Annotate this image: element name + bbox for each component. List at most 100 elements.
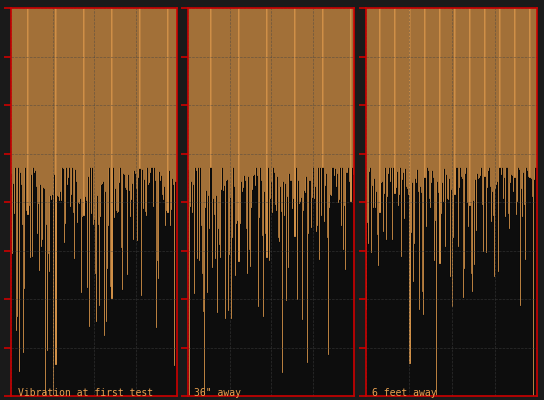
Bar (110, 8, 112, 287)
Bar (263, 8, 264, 317)
Bar (431, 8, 432, 183)
Bar (250, 8, 251, 267)
Bar (74, 8, 75, 259)
Bar (383, 8, 384, 232)
Bar (219, 8, 220, 245)
Bar (196, 8, 197, 171)
Bar (94, 8, 95, 220)
Bar (225, 8, 226, 319)
Bar (340, 8, 341, 168)
Bar (284, 8, 285, 216)
Bar (174, 8, 175, 366)
Bar (450, 8, 452, 277)
Bar (429, 8, 430, 199)
Bar (465, 8, 466, 174)
Bar (288, 8, 289, 268)
Bar (101, 8, 102, 185)
Bar (533, 8, 534, 396)
Bar (274, 8, 275, 173)
Bar (271, 8, 273, 213)
Text: 36" away: 36" away (194, 388, 242, 398)
Bar (147, 8, 148, 168)
Bar (226, 8, 227, 181)
Bar (454, 8, 455, 195)
Bar (518, 8, 519, 168)
Bar (146, 8, 147, 216)
Bar (432, 8, 433, 171)
Bar (422, 8, 423, 292)
Bar (170, 8, 171, 226)
Bar (502, 8, 503, 168)
Bar (112, 8, 113, 299)
Bar (442, 8, 443, 183)
Bar (335, 8, 336, 169)
Bar (345, 8, 347, 270)
Bar (326, 8, 327, 238)
Bar (536, 8, 537, 168)
Bar (479, 8, 480, 178)
Bar (300, 8, 301, 202)
Bar (353, 8, 354, 175)
Bar (295, 8, 296, 168)
Bar (60, 8, 61, 192)
Bar (382, 8, 383, 182)
Bar (290, 8, 292, 181)
Bar (53, 8, 54, 396)
Bar (278, 8, 279, 238)
Bar (498, 8, 499, 272)
Bar (314, 8, 315, 199)
Bar (339, 8, 340, 200)
Bar (259, 8, 260, 218)
Bar (425, 8, 426, 227)
Bar (30, 8, 32, 174)
Bar (38, 8, 39, 204)
Bar (58, 8, 59, 197)
Bar (215, 8, 217, 196)
Bar (390, 8, 391, 182)
Bar (151, 8, 152, 168)
Bar (193, 8, 194, 186)
Bar (168, 8, 169, 213)
Bar (440, 8, 441, 264)
Bar (169, 8, 170, 171)
Bar (22, 8, 23, 224)
Bar (50, 8, 51, 196)
Bar (83, 8, 84, 216)
Bar (198, 8, 199, 168)
Bar (220, 8, 221, 258)
Bar (19, 8, 20, 372)
Bar (443, 8, 444, 202)
Bar (234, 8, 236, 187)
Bar (485, 8, 486, 177)
Bar (338, 8, 339, 203)
Bar (96, 8, 97, 322)
Bar (262, 8, 263, 236)
Bar (373, 8, 374, 208)
Bar (453, 8, 454, 238)
Bar (139, 8, 140, 169)
Bar (316, 8, 317, 232)
Bar (323, 8, 324, 168)
Bar (230, 8, 231, 198)
Bar (464, 8, 465, 268)
Bar (221, 8, 222, 190)
Bar (496, 8, 497, 185)
Bar (490, 8, 491, 188)
Bar (35, 8, 36, 171)
Bar (126, 8, 127, 190)
Bar (217, 8, 218, 314)
Bar (448, 8, 449, 200)
Bar (256, 8, 257, 168)
Bar (334, 8, 335, 176)
Bar (163, 8, 164, 200)
Bar (175, 8, 176, 182)
Bar (307, 8, 308, 363)
Bar (148, 8, 149, 185)
Bar (127, 8, 128, 275)
Bar (466, 8, 467, 168)
Bar (400, 8, 401, 168)
Bar (166, 8, 168, 211)
Bar (70, 8, 71, 207)
Bar (437, 8, 438, 182)
Bar (379, 8, 380, 266)
